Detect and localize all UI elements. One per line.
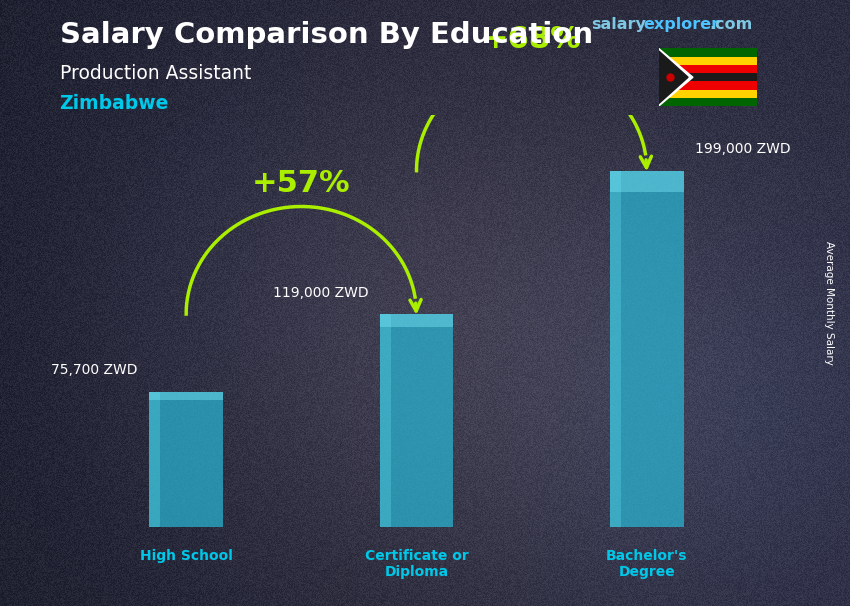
Bar	[380, 314, 453, 527]
Text: Average Monthly Salary: Average Monthly Salary	[824, 241, 834, 365]
Bar	[659, 65, 756, 73]
Bar	[659, 73, 756, 81]
Bar	[610, 171, 683, 192]
Text: +57%: +57%	[252, 168, 351, 198]
Text: Certificate or
Diploma: Certificate or Diploma	[365, 548, 468, 579]
Text: Bachelor's
Degree: Bachelor's Degree	[606, 548, 688, 579]
Bar	[610, 171, 621, 527]
Bar	[659, 81, 756, 90]
Text: 119,000 ZWD: 119,000 ZWD	[273, 285, 368, 300]
Polygon shape	[659, 48, 693, 106]
Text: +68%: +68%	[482, 25, 581, 54]
Text: Zimbabwe: Zimbabwe	[60, 94, 169, 113]
Text: salary: salary	[591, 17, 646, 32]
Bar	[380, 314, 391, 527]
Text: explorer: explorer	[643, 17, 720, 32]
Text: Salary Comparison By Education: Salary Comparison By Education	[60, 21, 592, 49]
Bar	[610, 171, 683, 527]
Text: .com: .com	[709, 17, 752, 32]
Bar	[150, 391, 223, 527]
Bar	[150, 391, 223, 400]
Text: Production Assistant: Production Assistant	[60, 64, 251, 82]
Bar	[659, 90, 756, 98]
Polygon shape	[659, 51, 688, 104]
Bar	[150, 391, 161, 527]
Bar	[380, 314, 453, 327]
Text: High School: High School	[139, 548, 233, 563]
Text: 75,700 ZWD: 75,700 ZWD	[51, 363, 138, 378]
Bar	[659, 98, 756, 106]
Bar	[659, 57, 756, 65]
Bar	[659, 48, 756, 57]
Text: 199,000 ZWD: 199,000 ZWD	[695, 142, 790, 156]
